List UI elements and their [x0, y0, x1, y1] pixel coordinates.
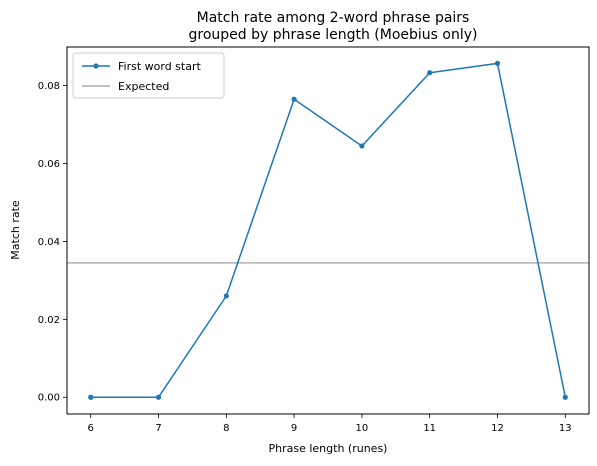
plot-area — [67, 47, 589, 414]
x-tick-label: 6 — [88, 423, 94, 434]
legend-box — [72, 52, 225, 99]
x-tick-label: 13 — [559, 423, 572, 434]
x-axis-ticks: 6 7 8 9 10 11 12 13 — [88, 414, 572, 434]
data-point — [223, 293, 229, 299]
x-tick-label: 12 — [491, 423, 504, 434]
y-tick-label: 0.08 — [38, 81, 60, 92]
series-line — [90, 62, 567, 398]
y-tick-label: 0.00 — [38, 393, 60, 404]
x-tick-label: 11 — [423, 423, 436, 434]
data-point — [155, 394, 162, 400]
data-series — [88, 60, 568, 400]
y-axis-label: Match rate — [9, 200, 22, 260]
legend: First word start Expected — [72, 52, 225, 99]
data-point — [359, 143, 365, 149]
x-tick-label: 10 — [356, 423, 369, 434]
x-tick-label: 9 — [291, 423, 297, 434]
chart-title-line-2: grouped by phrase length (Moebius only) — [189, 27, 478, 43]
chart-title-line-1: Match rate among 2-word phrase pairs — [197, 10, 470, 26]
legend-marker — [93, 63, 99, 69]
plot-frame — [66, 46, 590, 415]
y-tick-label: 0.02 — [38, 315, 60, 326]
legend-label: Expected — [118, 80, 169, 93]
data-point — [494, 60, 501, 66]
data-point — [291, 96, 297, 102]
x-tick-label: 8 — [223, 423, 229, 434]
data-point — [562, 394, 568, 400]
y-tick-label: 0.06 — [38, 159, 60, 170]
data-point — [427, 70, 433, 76]
y-tick-label: 0.04 — [38, 237, 60, 248]
x-tick-label: 7 — [155, 423, 161, 434]
legend-label: First word start — [118, 60, 201, 73]
y-axis-ticks: 0.00 0.02 0.04 0.06 0.08 — [38, 81, 67, 404]
x-axis-label: Phrase length (runes) — [269, 442, 388, 455]
data-point — [88, 394, 94, 400]
